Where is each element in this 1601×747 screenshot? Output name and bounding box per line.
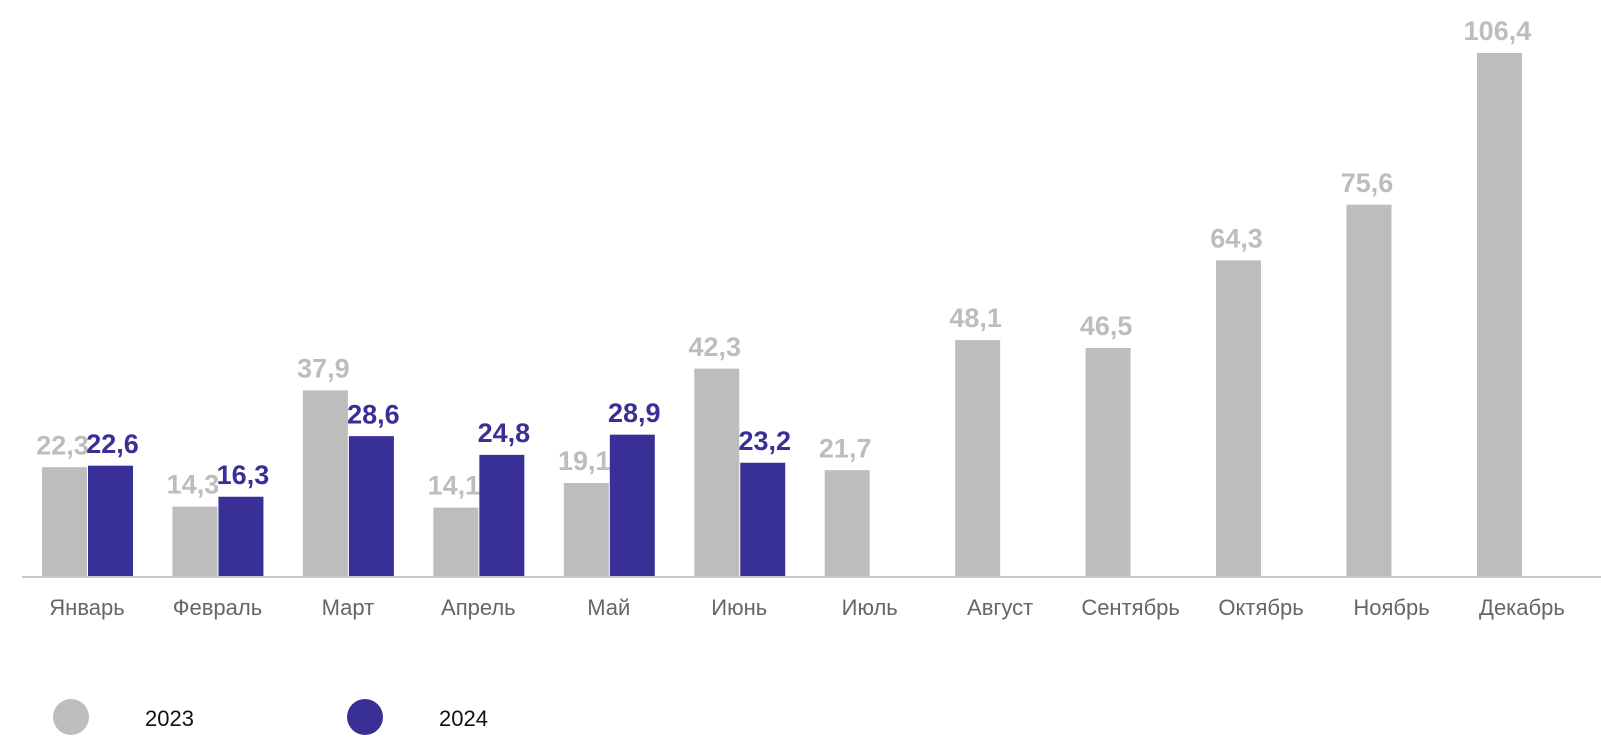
value-label: 46,5	[1080, 311, 1133, 341]
legend-label: 2023	[145, 706, 194, 731]
bar	[302, 390, 348, 577]
x-tick-label: Октябрь	[1218, 595, 1303, 620]
x-tick-label: Август	[967, 595, 1033, 620]
bar	[609, 434, 655, 577]
x-tick-label: Июль	[842, 595, 898, 620]
x-tick-label: Декабрь	[1479, 595, 1565, 620]
x-tick-label: Февраль	[173, 595, 262, 620]
legend-label: 2024	[439, 706, 488, 731]
legend-swatch	[53, 699, 89, 735]
value-label: 14,1	[428, 471, 481, 501]
bar	[218, 496, 264, 577]
x-tick-label: Сентябрь	[1081, 595, 1180, 620]
x-tick-label: Апрель	[441, 595, 516, 620]
bar	[88, 465, 133, 577]
bar	[955, 340, 1001, 577]
bar	[563, 482, 609, 577]
value-label: 19,1	[558, 446, 611, 476]
value-label: 22,6	[86, 429, 139, 459]
value-label: 64,3	[1210, 223, 1263, 253]
bar	[694, 368, 740, 577]
value-label: 37,9	[297, 353, 350, 383]
bar	[1085, 347, 1131, 577]
value-label: 28,9	[608, 398, 661, 428]
bar	[433, 507, 479, 577]
value-label: 22,3	[36, 430, 89, 460]
value-label: 106,4	[1464, 16, 1532, 46]
value-label: 23,2	[738, 426, 791, 456]
bar	[1216, 260, 1262, 577]
bar	[740, 462, 786, 577]
value-label: 28,6	[347, 399, 400, 429]
value-label: 24,8	[478, 418, 531, 448]
value-label: 14,3	[167, 470, 220, 500]
bar	[824, 470, 870, 577]
x-tick-label: Январь	[49, 595, 124, 620]
x-tick-label: Май	[587, 595, 630, 620]
value-label: 48,1	[949, 303, 1002, 333]
bar	[172, 506, 218, 577]
x-tick-label: Июнь	[711, 595, 767, 620]
x-tick-label: Ноябрь	[1353, 595, 1429, 620]
bar	[1346, 204, 1392, 577]
value-label: 75,6	[1341, 168, 1394, 198]
value-label: 21,7	[819, 433, 872, 463]
bar	[348, 436, 394, 577]
value-label: 16,3	[217, 460, 270, 490]
bar	[42, 467, 87, 577]
value-label: 42,3	[688, 332, 741, 362]
bar	[479, 454, 525, 577]
legend-swatch	[347, 699, 383, 735]
x-tick-label: Март	[322, 595, 375, 620]
bar	[1476, 53, 1522, 577]
